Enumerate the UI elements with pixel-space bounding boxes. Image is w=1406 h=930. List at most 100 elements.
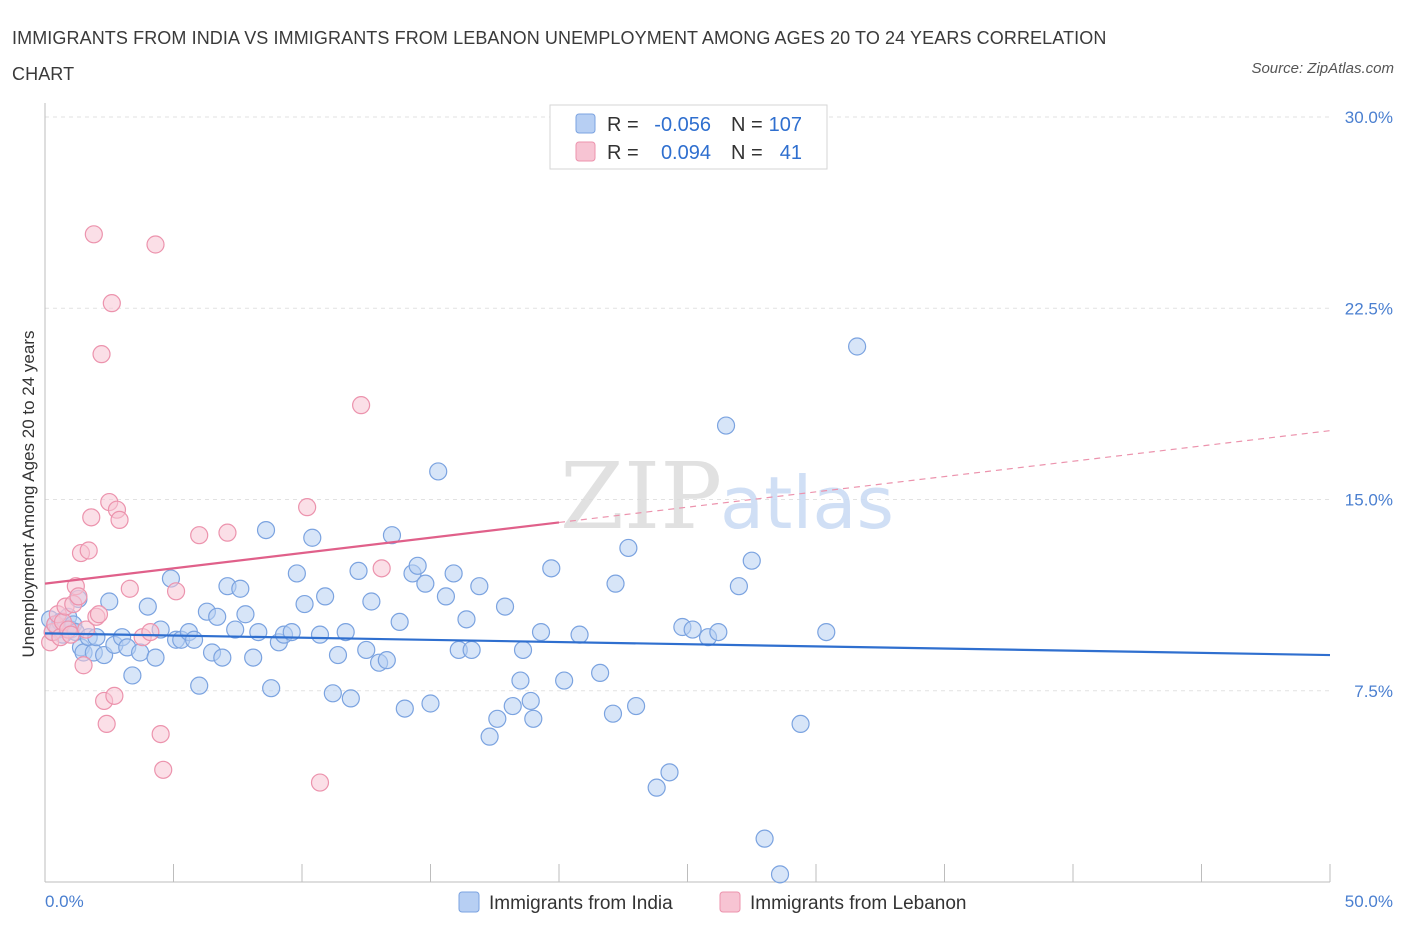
india-point <box>457 610 476 629</box>
lebanon-point <box>218 523 237 542</box>
lebanon-point <box>310 773 330 792</box>
legend-india-swatch <box>575 113 596 134</box>
bottom-legend-lebanon-swatch <box>719 891 741 913</box>
lebanon-point <box>97 714 116 734</box>
india-point <box>603 704 623 723</box>
lebanon-point <box>372 559 391 578</box>
lebanon-point <box>92 345 111 364</box>
india-point <box>184 630 204 649</box>
india-point <box>190 676 209 695</box>
india-point <box>390 612 409 632</box>
lebanon-point <box>298 498 317 517</box>
legend-india-n-value: 107 <box>769 114 802 136</box>
india-point <box>647 778 666 797</box>
india-series <box>41 337 867 884</box>
india-point <box>244 648 263 667</box>
india-point <box>100 592 119 611</box>
india-point <box>742 551 761 570</box>
data-points <box>41 225 867 884</box>
india-point <box>495 597 515 616</box>
lebanon-point <box>141 622 160 642</box>
india-point <box>729 577 749 596</box>
y-tick-label: 22.5% <box>1345 299 1393 318</box>
india-point <box>436 587 456 606</box>
india-point <box>231 579 250 598</box>
india-point <box>709 622 728 642</box>
india-point <box>817 622 836 642</box>
lebanon-point <box>105 686 124 705</box>
x-tick-label: 0.0% <box>45 892 84 911</box>
india-point <box>429 462 448 481</box>
india-point <box>213 648 232 667</box>
india-point <box>287 564 306 583</box>
india-point <box>310 625 330 644</box>
y-tick-label: 7.5% <box>1354 682 1393 701</box>
lebanon-point <box>89 605 109 624</box>
india-point <box>619 538 638 558</box>
lebanon-point <box>74 656 93 675</box>
india-point <box>138 597 157 616</box>
lebanon-point <box>110 510 129 530</box>
india-point <box>208 607 227 626</box>
india-point <box>130 643 150 662</box>
watermark-atlas: atlas <box>720 461 894 545</box>
lebanon-point <box>154 760 173 779</box>
lebanon-point <box>102 294 121 313</box>
india-point <box>341 689 360 708</box>
india-point <box>408 556 427 575</box>
india-point <box>626 696 646 716</box>
bottom-legend-india-label: Immigrants from India <box>489 893 673 914</box>
lebanon-point <box>352 396 371 415</box>
india-point <box>462 640 481 660</box>
india-point <box>336 622 355 642</box>
india-trend-line <box>44 632 1331 657</box>
lebanon-point <box>84 225 103 244</box>
bottom-legend-lebanon-label: Immigrants from Lebanon <box>750 893 967 914</box>
india-point <box>513 640 533 660</box>
y-tick-label: 30.0% <box>1345 108 1393 127</box>
india-point <box>470 577 489 596</box>
bottom-legend-india-swatch <box>458 891 480 913</box>
india-point <box>395 699 414 718</box>
india-point <box>770 865 790 884</box>
india-point <box>226 620 245 639</box>
legend-lebanon-r-value: 0.094 <box>661 142 711 164</box>
india-point <box>488 709 507 728</box>
india-point <box>444 564 463 583</box>
india-point <box>303 528 322 547</box>
india-point <box>542 559 561 578</box>
legend-lebanon-r-label: R = <box>607 142 639 164</box>
lebanon-point <box>151 724 170 744</box>
india-point <box>262 679 281 698</box>
lebanon-series <box>41 225 391 792</box>
axes <box>44 103 1331 883</box>
watermark-zip: ZIP <box>560 443 722 550</box>
india-point <box>480 727 499 746</box>
legend-lebanon-n-value: 41 <box>780 142 802 164</box>
india-point <box>349 561 368 581</box>
legend-lebanon-n-label: N = <box>731 142 763 164</box>
y-axis-title: Unemployment Among Ages 20 to 24 years <box>19 331 38 658</box>
india-point <box>511 671 530 690</box>
india-point <box>791 714 810 734</box>
india-point <box>357 640 376 660</box>
india-point <box>323 684 342 703</box>
india-point <box>295 594 314 614</box>
lebanon-trend-line <box>44 521 560 585</box>
india-point <box>683 620 702 639</box>
india-point <box>606 574 625 593</box>
india-point <box>531 622 551 642</box>
india-point <box>660 763 679 782</box>
india-point <box>146 648 165 667</box>
india-point <box>570 625 589 644</box>
india-point <box>591 663 610 683</box>
india-point <box>256 520 276 540</box>
gridlines <box>45 116 1330 692</box>
india-point <box>716 416 736 435</box>
india-point <box>555 671 574 690</box>
india-point <box>421 694 440 713</box>
watermark: ZIP atlas <box>560 443 894 550</box>
chart-title: IMMIGRANTS FROM INDIA VS IMMIGRANTS FROM… <box>12 28 1107 84</box>
india-point <box>524 709 543 728</box>
